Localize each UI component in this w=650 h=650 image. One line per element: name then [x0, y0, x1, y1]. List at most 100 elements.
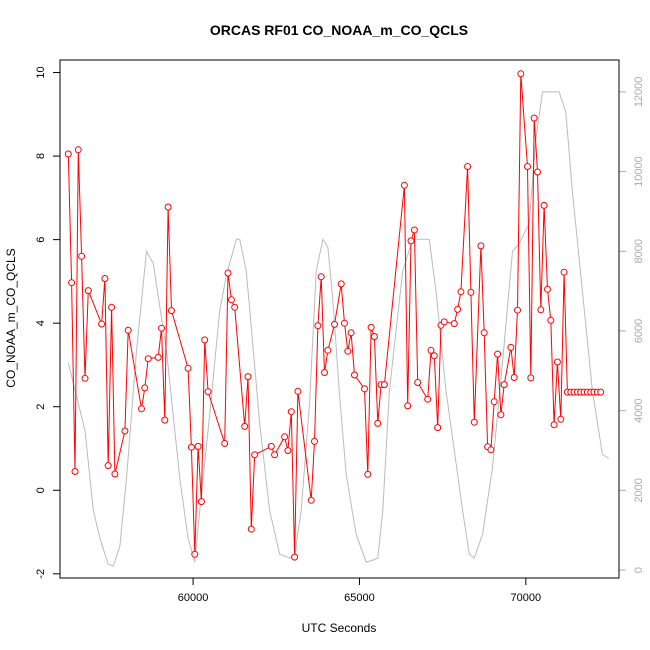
data-point	[434, 424, 442, 432]
data-point	[64, 150, 72, 158]
data-point	[553, 358, 561, 366]
data-point	[78, 252, 86, 260]
data-point	[497, 411, 505, 419]
data-point	[74, 146, 82, 154]
data-point	[414, 379, 422, 386]
data-point	[380, 381, 388, 389]
data-point	[510, 374, 518, 381]
data-point	[597, 388, 605, 396]
y-tick-label: 2	[35, 404, 47, 410]
data-point	[454, 305, 462, 313]
data-point	[287, 408, 295, 416]
data-point	[71, 468, 79, 475]
x-tick-label: 60000	[178, 592, 209, 604]
y2-tick-label: 0	[633, 567, 645, 573]
data-point	[367, 323, 375, 331]
data-point	[84, 287, 92, 295]
data-point	[544, 285, 551, 293]
data-point	[271, 451, 279, 459]
data-point	[467, 288, 475, 296]
data-point	[231, 303, 239, 311]
y-axis-right: 0 2000 4000 6000 8000 10000 12000	[619, 77, 645, 573]
data-point	[560, 268, 568, 276]
data-point	[331, 320, 338, 328]
data-point	[507, 343, 515, 351]
data-point	[111, 470, 119, 478]
y2-tick-label: 2000	[633, 478, 645, 502]
y-tick-label: 0	[35, 487, 47, 493]
data-point	[191, 550, 199, 558]
data-point	[121, 427, 129, 435]
data-point	[457, 288, 465, 296]
data-point	[101, 275, 109, 282]
data-point	[480, 329, 488, 337]
data-point	[404, 402, 412, 410]
data-point	[124, 326, 132, 334]
data-point	[547, 316, 555, 324]
y-tick-label: 6	[35, 237, 47, 243]
data-point	[537, 306, 545, 314]
data-point	[370, 333, 378, 340]
data-point	[294, 387, 302, 395]
data-point	[138, 405, 145, 413]
data-point	[400, 181, 408, 189]
data-point	[364, 470, 372, 478]
y-tick-label: -2	[35, 569, 47, 579]
data-point	[164, 203, 172, 211]
data-point	[81, 374, 89, 382]
y2-tick-label: 10000	[633, 156, 645, 187]
data-point	[410, 226, 418, 234]
data-point	[324, 346, 332, 354]
data-point	[534, 168, 541, 176]
data-point	[247, 525, 255, 533]
data-point	[440, 318, 448, 326]
data-point	[430, 352, 438, 360]
data-point	[311, 437, 318, 445]
data-point	[194, 442, 202, 450]
y2-tick-label: 4000	[633, 398, 645, 422]
data-point	[154, 353, 162, 361]
x-tick-label: 70000	[511, 592, 542, 604]
data-point	[281, 433, 289, 441]
data-point	[524, 163, 531, 170]
y-tick-label: 10	[35, 66, 47, 78]
data-point	[557, 415, 565, 423]
data-point	[224, 269, 232, 277]
data-point	[68, 279, 76, 287]
data-point	[530, 114, 538, 122]
y-axis-label: CO_NOAA_m_CO_QCLS	[4, 248, 18, 387]
data-point	[450, 320, 458, 328]
data-point	[104, 462, 112, 470]
data-point	[314, 322, 322, 330]
y2-tick-label: 8000	[633, 239, 645, 263]
data-point	[347, 329, 355, 337]
x-axis-label: UTC Seconds	[302, 621, 377, 635]
data-point	[464, 163, 472, 170]
data-point	[424, 395, 432, 403]
y-tick-label: 8	[35, 153, 47, 159]
data-point	[500, 381, 508, 389]
data-point	[407, 237, 415, 245]
data-point	[527, 374, 535, 382]
data-point	[487, 446, 495, 454]
data-point	[514, 306, 521, 314]
data-point	[517, 70, 525, 78]
chart-title: ORCAS RF01 CO_NOAA_m_CO_QCLS	[210, 22, 468, 38]
data-point	[550, 421, 558, 429]
data-point	[227, 296, 235, 304]
background-series	[67, 91, 610, 567]
data-point	[244, 373, 252, 381]
data-point	[470, 418, 478, 426]
background-trace-line	[67, 91, 610, 567]
data-point	[197, 498, 205, 506]
data-point	[341, 319, 348, 327]
data-point	[540, 201, 548, 209]
co-series	[64, 70, 605, 561]
data-point	[361, 385, 368, 393]
data-point	[98, 320, 106, 328]
plot-frame	[59, 59, 620, 579]
data-point	[374, 419, 382, 427]
y-tick-label: 4	[35, 320, 47, 326]
